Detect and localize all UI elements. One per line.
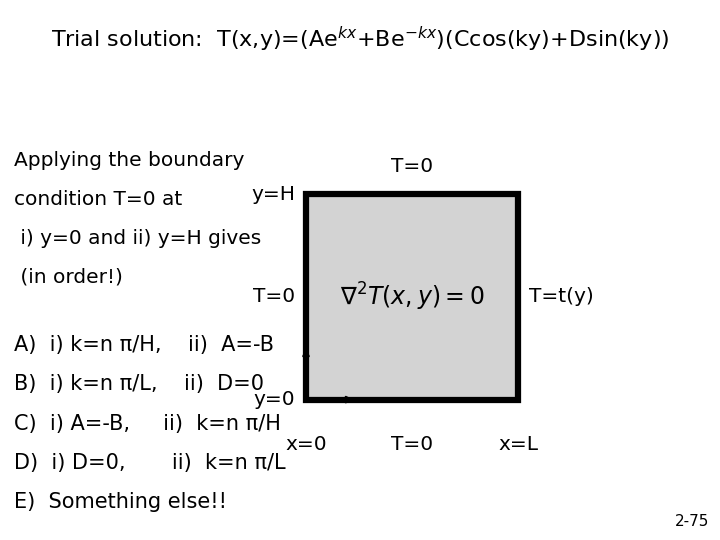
Text: B)  i) k=n π/L,    ii)  D=0: B) i) k=n π/L, ii) D=0 bbox=[14, 374, 264, 394]
Text: condition T=0 at: condition T=0 at bbox=[14, 190, 183, 209]
Bar bbox=[306, 194, 518, 400]
Text: C)  i) A=-B,     ii)  k=n π/H: C) i) A=-B, ii) k=n π/H bbox=[14, 414, 282, 434]
Text: 2-75: 2-75 bbox=[675, 514, 709, 529]
Text: (in order!): (in order!) bbox=[14, 268, 123, 287]
Text: D)  i) D=0,       ii)  k=n π/L: D) i) D=0, ii) k=n π/L bbox=[14, 453, 286, 473]
Text: i) y=0 and ii) y=H gives: i) y=0 and ii) y=H gives bbox=[14, 229, 261, 248]
Text: x=L: x=L bbox=[498, 435, 539, 454]
Text: Trial solution:  T(x,y)=(Ae$^{kx}$+Be$^{-kx}$)(Ccos(ky)+Dsin(ky)): Trial solution: T(x,y)=(Ae$^{kx}$+Be$^{-… bbox=[51, 24, 669, 53]
Text: y=H: y=H bbox=[251, 185, 295, 204]
Text: $\nabla^2 T(x,y) = 0$: $\nabla^2 T(x,y) = 0$ bbox=[340, 281, 485, 313]
Text: A)  i) k=n π/H,    ii)  A=-B: A) i) k=n π/H, ii) A=-B bbox=[14, 335, 274, 355]
Text: T=0: T=0 bbox=[253, 287, 295, 307]
Text: T=0: T=0 bbox=[391, 435, 433, 454]
Text: T=t(y): T=t(y) bbox=[529, 287, 594, 307]
Text: E)  Something else!!: E) Something else!! bbox=[14, 492, 228, 512]
Text: y=0: y=0 bbox=[253, 390, 295, 409]
Text: Applying the boundary: Applying the boundary bbox=[14, 151, 245, 170]
Text: T=0: T=0 bbox=[391, 157, 433, 176]
Text: x=0: x=0 bbox=[285, 435, 327, 454]
